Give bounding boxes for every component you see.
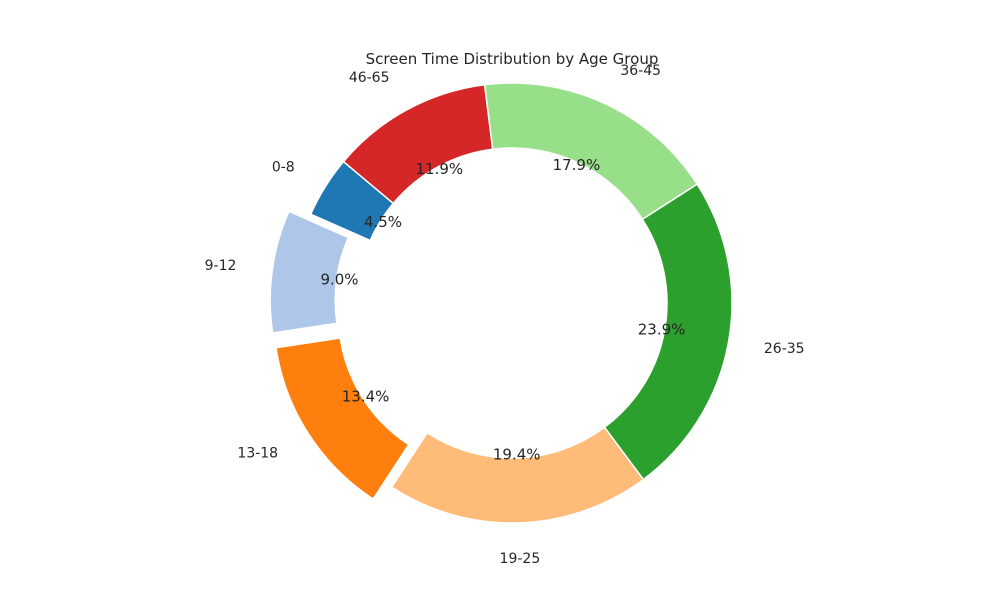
category-label-46-65: 46-65 <box>349 70 390 86</box>
chart-title: Screen Time Distribution by Age Group <box>366 50 659 68</box>
percent-label-19-25: 19.4% <box>493 445 541 463</box>
category-label-9-12: 9-12 <box>205 258 237 274</box>
percent-label-26-35: 23.9% <box>638 321 686 339</box>
category-label-19-25: 19-25 <box>500 551 541 567</box>
slice-36-45 <box>485 83 698 219</box>
category-label-26-35: 26-35 <box>764 341 805 357</box>
percent-label-46-65: 11.9% <box>415 160 463 178</box>
category-label-13-18: 13-18 <box>237 445 278 461</box>
slice-13-18 <box>276 338 409 499</box>
category-label-0-8: 0-8 <box>272 160 295 176</box>
percent-label-36-45: 17.9% <box>553 156 601 174</box>
percent-label-13-18: 13.4% <box>342 388 390 406</box>
percent-label-0-8: 4.5% <box>364 213 402 231</box>
slice-19-25 <box>392 427 644 523</box>
percent-label-9-12: 9.0% <box>320 271 358 289</box>
